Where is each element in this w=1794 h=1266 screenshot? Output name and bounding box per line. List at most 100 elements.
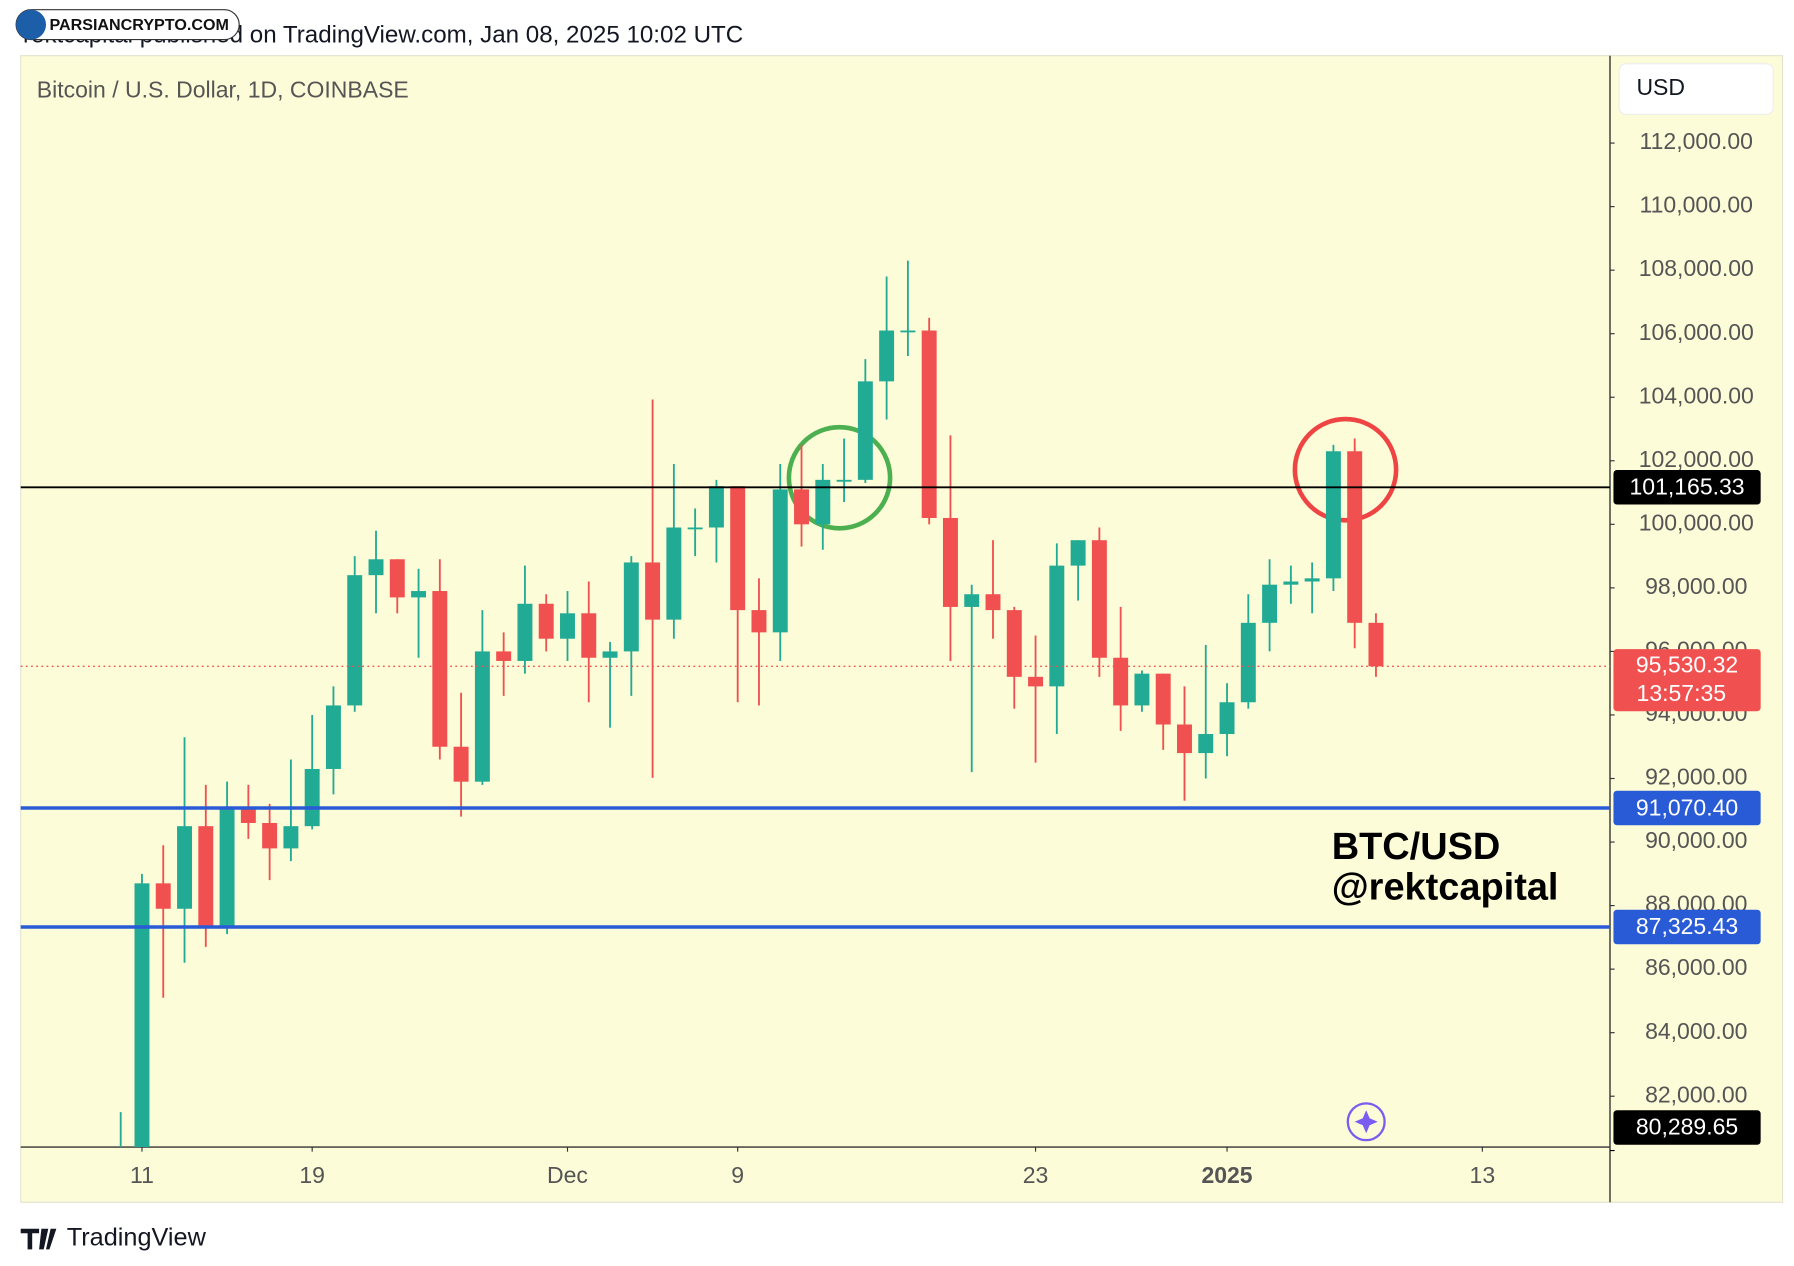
candle-body (687, 527, 703, 530)
candle-body (325, 705, 341, 769)
candle-body (453, 746, 469, 782)
candle-body (1049, 565, 1065, 687)
candle-body (240, 807, 256, 823)
candle-body (496, 651, 512, 661)
candle-body (560, 613, 575, 639)
candle-body (1219, 702, 1235, 735)
tradingview-logo (20, 1228, 57, 1250)
candle-body (1070, 540, 1086, 566)
candle-body (538, 603, 554, 639)
annotation: BTC/USD (1332, 826, 1501, 868)
candle-body (155, 883, 171, 909)
candle-body (368, 559, 384, 576)
candle-body (177, 826, 192, 909)
price-label: 80,289.65 (1636, 1114, 1738, 1140)
currency-label: USD (1636, 74, 1685, 100)
x-tick-label: 23 (1023, 1162, 1049, 1188)
y-tick-label: 108,000.00 (1639, 255, 1754, 281)
red-circle (1292, 416, 1399, 523)
y-tick-label: 92,000.00 (1645, 764, 1747, 790)
candle-body (1283, 581, 1299, 585)
price-label: 87,325.43 (1636, 913, 1738, 939)
x-tick-label: 13 (1470, 1162, 1496, 1188)
watermark: PARSIANCRYPTO.COM (49, 16, 228, 34)
plot-area (119, 260, 1384, 1148)
candle-body (581, 613, 597, 658)
y-tick-label: 84,000.00 (1645, 1018, 1747, 1044)
x-tick-label: 19 (299, 1162, 325, 1188)
candle-body (219, 807, 235, 928)
x-tick-label: 11 (130, 1162, 154, 1188)
candle-body (751, 610, 767, 633)
countdown-label: 13:57:35 (1637, 680, 1727, 706)
candle-body (1134, 673, 1150, 706)
candle-body (432, 591, 448, 747)
candle-body (1368, 622, 1384, 667)
price-label: 91,070.40 (1636, 794, 1738, 820)
x-tick-label: 9 (731, 1162, 744, 1188)
candle-body (921, 330, 937, 518)
chart-title: Bitcoin / U.S. Dollar, 1D, COINBASE (37, 76, 409, 102)
candle-body (985, 594, 1001, 611)
price-label-bg (1613, 909, 1761, 945)
candle-body (1091, 540, 1107, 658)
candle-body (836, 479, 852, 482)
candle-body (1155, 673, 1171, 725)
candle-body (645, 562, 661, 620)
candle-body (857, 381, 873, 480)
candle-body (794, 489, 809, 525)
candle-body (262, 822, 278, 849)
y-tick-label: 86,000.00 (1645, 954, 1747, 980)
candle-body (1006, 610, 1022, 677)
candle-body (730, 486, 746, 611)
candle-body (411, 591, 427, 598)
candle-body (666, 527, 682, 620)
candle-body (1325, 451, 1341, 579)
candle-body (474, 651, 490, 782)
candle-body (1347, 451, 1363, 623)
candle-body (517, 603, 533, 661)
y-tick-label: 110,000.00 (1640, 192, 1753, 218)
currency-button[interactable] (1618, 63, 1774, 115)
candle-body (815, 479, 831, 525)
candle-body (1177, 724, 1192, 754)
magic-icon[interactable] (1346, 1102, 1386, 1142)
annotation: @rektcapital (1332, 866, 1559, 908)
candle-body (1028, 676, 1044, 687)
y-tick-label: 100,000.00 (1639, 509, 1754, 535)
y-tick-label: 82,000.00 (1645, 1081, 1747, 1107)
candle-body (198, 826, 214, 928)
x-tick-label: Dec (547, 1162, 588, 1188)
price-label: 101,165.33 (1629, 474, 1744, 500)
candle-body (347, 575, 363, 706)
candle-body (1198, 734, 1214, 754)
price-label-bg (1613, 790, 1761, 826)
candle-body (900, 330, 916, 333)
magic-icon-star (1354, 1110, 1378, 1134)
candle-body (1262, 584, 1278, 623)
x-tick-label: 2025 (1201, 1162, 1252, 1188)
last-price-label: 95,530.32 (1636, 651, 1738, 677)
y-tick-label: 106,000.00 (1639, 319, 1754, 345)
candle-body (1304, 578, 1320, 582)
footer-brand: TradingView (67, 1224, 207, 1252)
candle-body (879, 330, 895, 382)
candle-body (708, 486, 724, 528)
watermark-logo (16, 9, 46, 40)
y-tick-label: 90,000.00 (1645, 827, 1747, 853)
candle-body (602, 651, 618, 658)
candle-body (623, 562, 639, 652)
green-circle (786, 424, 893, 531)
candle-body (304, 768, 320, 827)
candle-body (283, 826, 299, 849)
candle-body (1113, 657, 1129, 706)
price-label-bg (1613, 470, 1761, 505)
candle-body (134, 883, 150, 1148)
price-label-bg (1613, 1110, 1761, 1145)
candle-body (942, 517, 958, 607)
chart-background (20, 55, 1784, 1203)
candle-body (389, 559, 405, 598)
candle-body (772, 489, 788, 633)
last-price-label-bg (1613, 649, 1761, 712)
